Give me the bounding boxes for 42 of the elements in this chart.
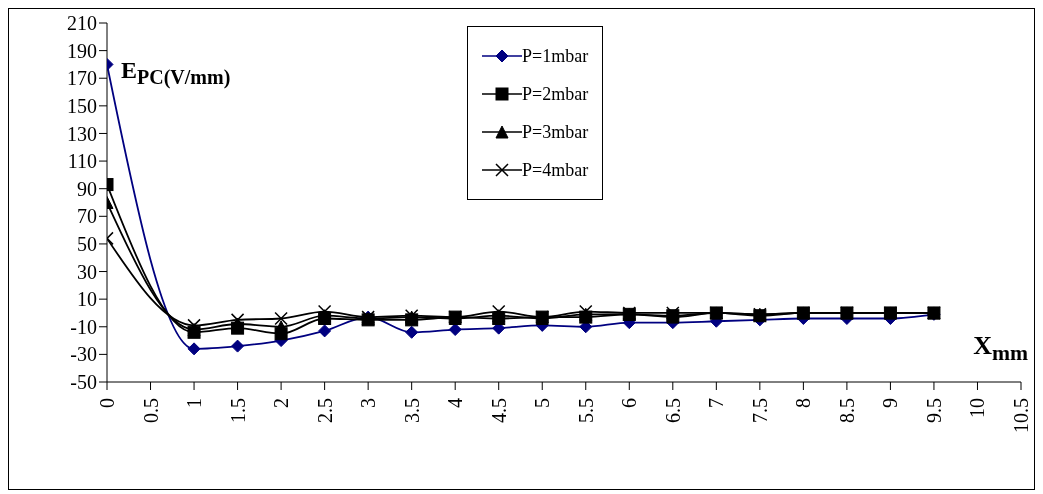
x-tick-label: 4.5 — [487, 398, 510, 423]
x-tick-label: 3 — [357, 398, 380, 408]
x-tick-label: 10.5 — [1010, 398, 1032, 433]
x-tick-label: 6 — [618, 398, 641, 408]
x-tick-label: 2.5 — [313, 398, 336, 423]
y-tick-label: 170 — [67, 67, 97, 90]
y-tick-label: -10 — [70, 315, 97, 338]
y-tick-label: -30 — [70, 343, 97, 366]
y-tick-label: 10 — [77, 288, 97, 311]
x-tick-label: 4 — [444, 398, 467, 408]
y-tick-label: 90 — [77, 177, 97, 200]
y-tick-label: 30 — [77, 260, 97, 283]
y-tick-label: 190 — [67, 39, 97, 62]
x-tick-label: 1 — [183, 398, 206, 408]
x-tick-label: 9 — [879, 398, 902, 408]
x-tick-label: 2 — [270, 398, 293, 408]
y-tick-label: 150 — [67, 94, 97, 117]
x-tick-label: 1.5 — [226, 398, 249, 423]
legend-label: P=4mbar — [522, 159, 589, 181]
y-tick-label: -50 — [70, 371, 97, 394]
x-tick-label: 7.5 — [748, 398, 771, 423]
x-tick-label: 10 — [966, 398, 989, 418]
y-tick-label: 130 — [67, 122, 97, 145]
y-tick-label: 110 — [67, 150, 97, 173]
x-tick-label: 5 — [531, 398, 554, 408]
x-tick-label: 5.5 — [574, 398, 597, 423]
y-axis-title: E$_{PC(V/mm)}$ — [121, 57, 231, 89]
x-tick-label: 0.5 — [139, 398, 162, 423]
x-tick-label: 3.5 — [400, 398, 423, 423]
legend-label: P=1mbar — [522, 45, 589, 67]
x-axis-title: X$_{mm}$ — [973, 331, 1028, 367]
x-tick-label: 8 — [792, 398, 815, 408]
x-tick-label: 7 — [705, 398, 728, 408]
y-tick-label: 70 — [77, 205, 97, 228]
x-tick-label: 8.5 — [835, 398, 858, 423]
y-tick-label: 50 — [77, 233, 97, 256]
y-tick-label: 210 — [67, 12, 97, 35]
legend-label: P=3mbar — [522, 121, 589, 143]
x-tick-label: 9.5 — [922, 398, 945, 423]
x-tick-label: 0 — [96, 398, 118, 408]
legend-label: P=2mbar — [522, 83, 589, 105]
x-tick-label: 6.5 — [661, 398, 684, 423]
